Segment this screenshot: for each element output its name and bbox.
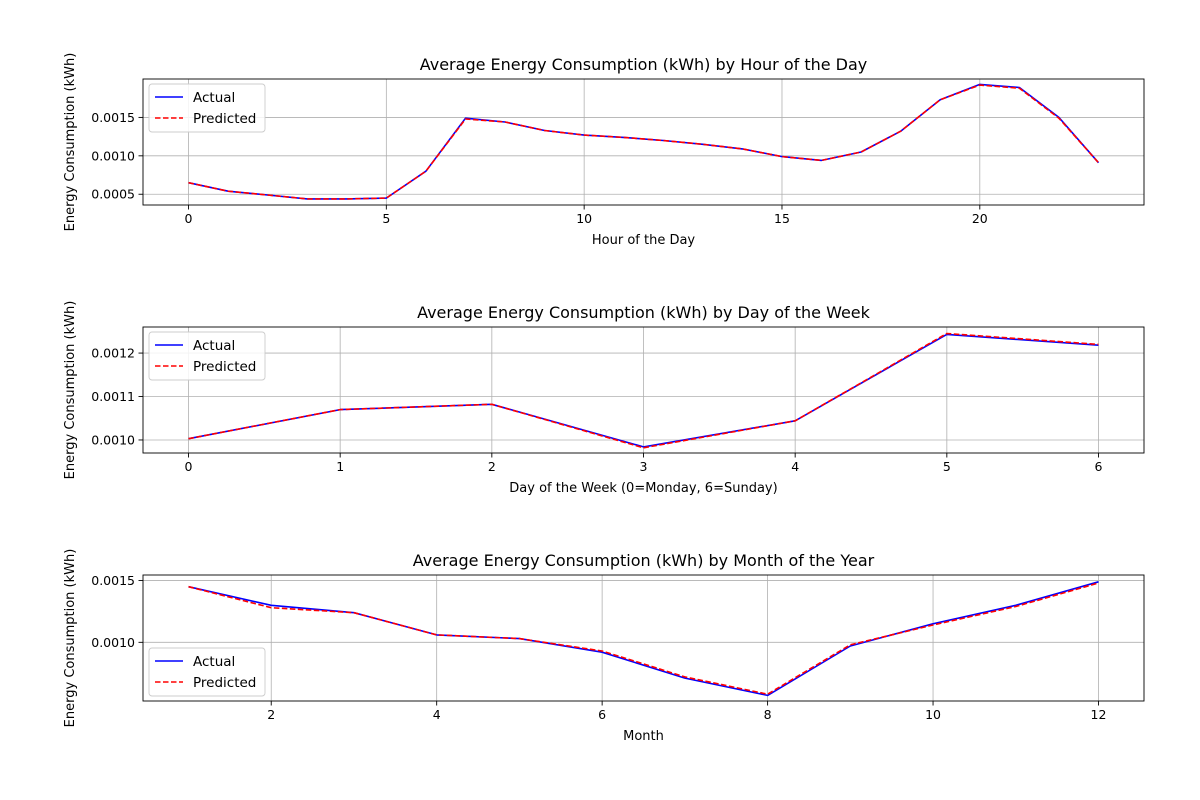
series-line-predicted — [188, 332, 1099, 449]
x-tick-label: 2 — [488, 459, 496, 474]
x-tick-label: 12 — [1091, 707, 1107, 722]
x-tick-label: 15 — [774, 211, 790, 226]
legend-label-predicted: Predicted — [193, 111, 256, 127]
x-tick-label: 3 — [640, 459, 648, 474]
chart-title: Average Energy Consumption (kWh) by Mont… — [413, 551, 875, 570]
legend-label-actual: Actual — [193, 654, 235, 670]
legend: Actual Predicted — [148, 83, 266, 133]
legend: Actual Predicted — [148, 647, 266, 697]
chart-panel-2: 0 1 2 3 4 5 6 0.0010 0.0011 0.0012 Average Energy … — [63, 301, 1145, 496]
y-tick-label: 0.0015 — [91, 573, 135, 588]
y-tick-label: 0.0010 — [91, 635, 135, 650]
x-tick-label: 0 — [185, 459, 193, 474]
x-tick-label: 2 — [267, 707, 275, 722]
chart-panel-1: 0 5 10 15 20 0.0005 0.0010 0.0015 Average Energy… — [63, 53, 1145, 248]
series-line-actual — [188, 83, 1100, 200]
axes-frame — [142, 574, 1145, 702]
axes-frame — [142, 78, 1145, 206]
y-tick-label: 0.0005 — [91, 187, 135, 202]
series-line-actual — [188, 581, 1099, 697]
x-tick-label: 6 — [1095, 459, 1103, 474]
x-tick-label: 1 — [336, 459, 344, 474]
x-tick-label: 10 — [576, 211, 592, 226]
chart-title: Average Energy Consumption (kWh) by Hour… — [420, 55, 868, 74]
legend-label-actual: Actual — [193, 338, 235, 354]
series-line-predicted — [188, 84, 1100, 200]
series-line-predicted — [188, 582, 1099, 696]
legend-box — [148, 331, 266, 381]
y-tick-label: 0.0015 — [91, 110, 135, 125]
legend-box — [148, 647, 266, 697]
x-tick-label: 10 — [925, 707, 941, 722]
y-axis-label: Energy Consumption (kWh) — [63, 301, 78, 480]
chart-title: Average Energy Consumption (kWh) by Day … — [417, 303, 871, 322]
y-tick-label: 0.0011 — [91, 389, 135, 404]
x-tick-label: 6 — [598, 707, 606, 722]
x-tick-label: 8 — [764, 707, 772, 722]
legend: Actual Predicted — [148, 331, 266, 381]
legend-label-actual: Actual — [193, 90, 235, 106]
y-tick-label: 0.0010 — [91, 148, 135, 163]
x-tick-label: 20 — [972, 211, 988, 226]
x-tick-label: 5 — [943, 459, 951, 474]
x-tick-label: 4 — [433, 707, 441, 722]
x-tick-label: 0 — [185, 211, 193, 226]
x-axis-label: Day of the Week (0=Monday, 6=Sunday) — [509, 481, 777, 496]
legend-label-predicted: Predicted — [193, 359, 256, 375]
y-tick-label: 0.0012 — [91, 346, 135, 361]
x-tick-label: 4 — [791, 459, 799, 474]
x-tick-label: 5 — [382, 211, 390, 226]
legend-box — [148, 83, 266, 133]
chart-panel-3: 2 4 6 8 10 12 0.0010 0.0015 Average Energy Consu… — [63, 549, 1145, 744]
y-axis-label: Energy Consumption (kWh) — [63, 53, 78, 232]
x-axis-label: Hour of the Day — [592, 233, 696, 248]
y-tick-label: 0.0010 — [91, 432, 135, 447]
legend-label-predicted: Predicted — [193, 675, 256, 691]
y-axis-label: Energy Consumption (kWh) — [63, 549, 78, 728]
x-axis-label: Month — [623, 729, 664, 744]
